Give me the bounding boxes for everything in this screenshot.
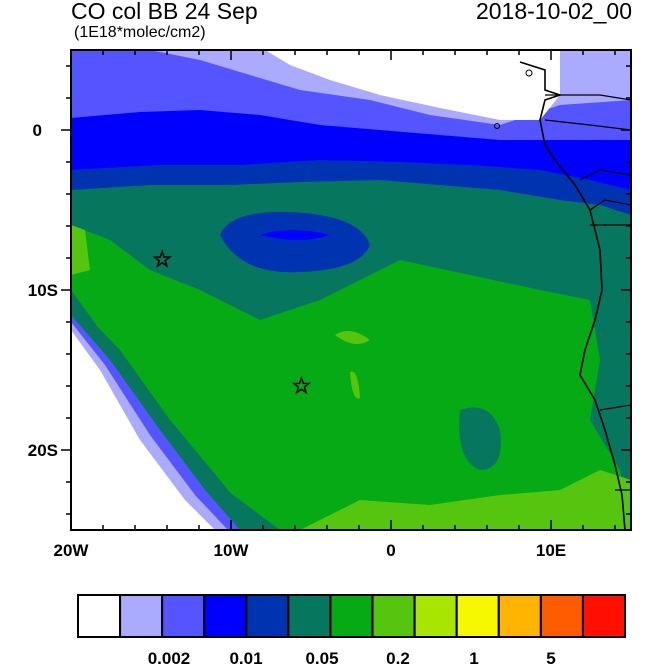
y-tick-label: 10S — [28, 281, 58, 300]
map-field — [71, 50, 631, 530]
colorbar-box — [161, 594, 206, 638]
band-white — [265, 50, 560, 120]
colorbar-box — [77, 594, 122, 638]
x-tick-label: 0 — [386, 541, 395, 560]
colorbar-box — [497, 594, 542, 638]
coastline — [519, 61, 626, 530]
axis-ticks — [61, 50, 631, 530]
borders — [544, 94, 631, 491]
y-tick-label: 20S — [28, 441, 58, 460]
colorbar-label: 0.05 — [305, 649, 338, 667]
colorbar-box — [203, 594, 248, 638]
colorbar-box — [455, 594, 500, 638]
blob-blue — [260, 230, 330, 240]
colorbar-label: 5 — [546, 649, 555, 667]
colorbar-label: 0.01 — [229, 649, 262, 667]
colorbar-label: 0.002 — [148, 649, 191, 667]
colorbar-box — [119, 594, 164, 638]
colorbar-label: 0.2 — [386, 649, 410, 667]
y-tick-label: 0 — [33, 121, 42, 140]
island — [494, 123, 500, 129]
colorbar — [77, 594, 627, 638]
plot-title: CO col BB 24 Sep — [71, 0, 258, 24]
patch-teal — [459, 407, 501, 470]
patch-light-green-4 — [71, 225, 90, 275]
patch-light-green — [300, 470, 631, 530]
colorbar-box — [413, 594, 458, 638]
patch-light-green-2 — [335, 331, 370, 344]
colorbar-box — [371, 594, 416, 638]
colorbar-box — [245, 594, 290, 638]
markers — [152, 249, 312, 395]
island — [525, 69, 533, 77]
sw-white — [71, 330, 215, 530]
star-icon — [152, 249, 172, 268]
colorbar-box — [539, 594, 584, 638]
colorbar-box — [329, 594, 374, 638]
plot-date: 2018-10-02_00 — [475, 0, 632, 24]
x-tick-label: 10W — [214, 541, 250, 560]
blob-dark-blue — [220, 211, 370, 273]
colorbar-label: 1 — [469, 649, 478, 667]
plot-units: (1E18*molec/cm2) — [74, 24, 206, 41]
x-tick-label: 20W — [54, 541, 90, 560]
colorbar-box — [287, 594, 332, 638]
patch-light-green-3 — [350, 371, 360, 399]
star-icon — [291, 375, 312, 395]
x-tick-label: 10E — [536, 541, 566, 560]
colorbar-box — [581, 594, 627, 638]
